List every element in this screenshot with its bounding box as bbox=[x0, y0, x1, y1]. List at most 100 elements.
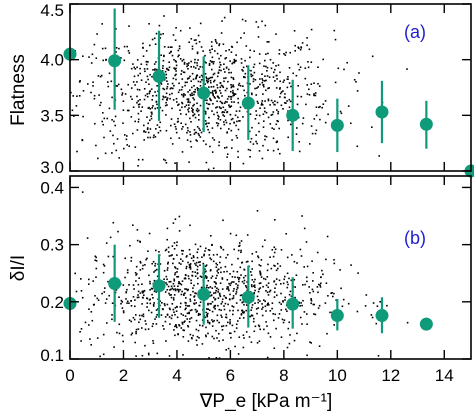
scatter-point bbox=[188, 266, 191, 269]
scatter-point bbox=[232, 85, 235, 88]
scatter-point bbox=[215, 283, 217, 285]
scatter-point bbox=[230, 332, 232, 335]
scatter-point bbox=[213, 296, 215, 299]
scatter-point bbox=[286, 346, 289, 349]
scatter-point bbox=[189, 309, 192, 312]
scatter-point bbox=[299, 48, 302, 51]
scatter-point bbox=[171, 303, 174, 305]
scatter-point bbox=[174, 273, 176, 276]
scatter-point bbox=[275, 87, 278, 89]
scatter-point bbox=[204, 250, 206, 252]
scatter-point bbox=[184, 315, 187, 317]
binned-marker bbox=[375, 309, 389, 323]
scatter-point bbox=[339, 110, 342, 113]
scatter-point bbox=[91, 319, 94, 322]
scatter-point bbox=[316, 251, 319, 254]
scatter-point bbox=[259, 265, 262, 267]
scatter-point bbox=[163, 328, 165, 330]
scatter-point bbox=[159, 37, 162, 39]
scatter-point bbox=[273, 347, 276, 349]
scatter-point bbox=[213, 305, 216, 307]
scatter-point bbox=[172, 77, 175, 80]
scatter-point bbox=[280, 309, 283, 311]
scatter-point bbox=[137, 112, 140, 115]
scatter-point bbox=[178, 82, 180, 85]
scatter-point bbox=[165, 68, 168, 70]
scatter-point bbox=[101, 23, 103, 25]
scatter-point bbox=[347, 105, 350, 107]
scatter-point bbox=[205, 270, 207, 273]
scatter-point bbox=[163, 15, 165, 17]
scatter-point bbox=[285, 102, 287, 104]
scatter-point bbox=[375, 322, 378, 325]
scatter-point bbox=[144, 344, 146, 347]
scatter-point bbox=[249, 141, 252, 143]
scatter-point bbox=[261, 73, 263, 75]
scatter-point bbox=[253, 317, 255, 320]
panel-b-y-axis-title: δI/I bbox=[8, 255, 29, 281]
scatter-point bbox=[137, 103, 140, 106]
scatter-point bbox=[196, 74, 198, 77]
scatter-point bbox=[105, 298, 108, 300]
scatter-point bbox=[194, 88, 197, 91]
scatter-point bbox=[317, 307, 320, 309]
scatter-point bbox=[144, 70, 146, 73]
scatter-point bbox=[250, 75, 253, 78]
scatter-point bbox=[102, 333, 105, 336]
scatter-point bbox=[215, 289, 218, 292]
scatter-point bbox=[191, 271, 194, 273]
scatter-point bbox=[226, 254, 229, 256]
scatter-point bbox=[242, 66, 245, 69]
scatter-point bbox=[255, 21, 258, 23]
scatter-point bbox=[322, 58, 324, 61]
scatter-point bbox=[163, 79, 166, 81]
scatter-point bbox=[178, 281, 180, 283]
scatter-point bbox=[262, 113, 265, 115]
scatter-point bbox=[210, 41, 213, 43]
scatter-point bbox=[259, 274, 262, 276]
scatter-point bbox=[289, 100, 292, 103]
scatter-point bbox=[312, 272, 314, 274]
scatter-point bbox=[286, 286, 289, 289]
scatter-point bbox=[220, 54, 222, 57]
scatter-point bbox=[310, 299, 313, 302]
scatter-point bbox=[267, 332, 270, 335]
scatter-point bbox=[364, 305, 367, 307]
scatter-point bbox=[171, 143, 174, 145]
scatter-point bbox=[154, 318, 156, 320]
scatter-point bbox=[272, 76, 275, 78]
scatter-point bbox=[234, 345, 236, 348]
scatter-point bbox=[122, 100, 125, 102]
scatter-point bbox=[244, 72, 247, 75]
scatter-point bbox=[105, 242, 108, 244]
scatter-point bbox=[317, 66, 319, 68]
scatter-point bbox=[195, 302, 197, 304]
scatter-point bbox=[153, 63, 156, 65]
scatter-point bbox=[191, 107, 193, 109]
scatter-point bbox=[213, 96, 215, 98]
scatter-point bbox=[239, 266, 242, 269]
scatter-point bbox=[189, 266, 192, 268]
scatter-point bbox=[128, 52, 131, 54]
scatter-point bbox=[90, 91, 92, 94]
scatter-point bbox=[134, 299, 136, 301]
scatter-point bbox=[170, 51, 172, 53]
scatter-point bbox=[186, 63, 188, 65]
scatter-point bbox=[152, 95, 154, 97]
scatter-point bbox=[185, 256, 188, 258]
scatter-point bbox=[240, 240, 243, 242]
scatter-point bbox=[146, 297, 148, 299]
scatter-point bbox=[152, 342, 155, 344]
scatter-point bbox=[241, 280, 244, 283]
scatter-point bbox=[196, 110, 199, 113]
scatter-point bbox=[216, 75, 219, 78]
scatter-point bbox=[233, 93, 235, 95]
scatter-point bbox=[273, 128, 275, 130]
scatter-point bbox=[284, 93, 286, 95]
scatter-point bbox=[235, 283, 237, 285]
scatter-point bbox=[152, 260, 155, 263]
panel-b-label: (b) bbox=[404, 228, 426, 248]
scatter-point bbox=[243, 279, 246, 282]
scatter-point bbox=[191, 309, 193, 311]
scatter-point bbox=[135, 265, 138, 268]
